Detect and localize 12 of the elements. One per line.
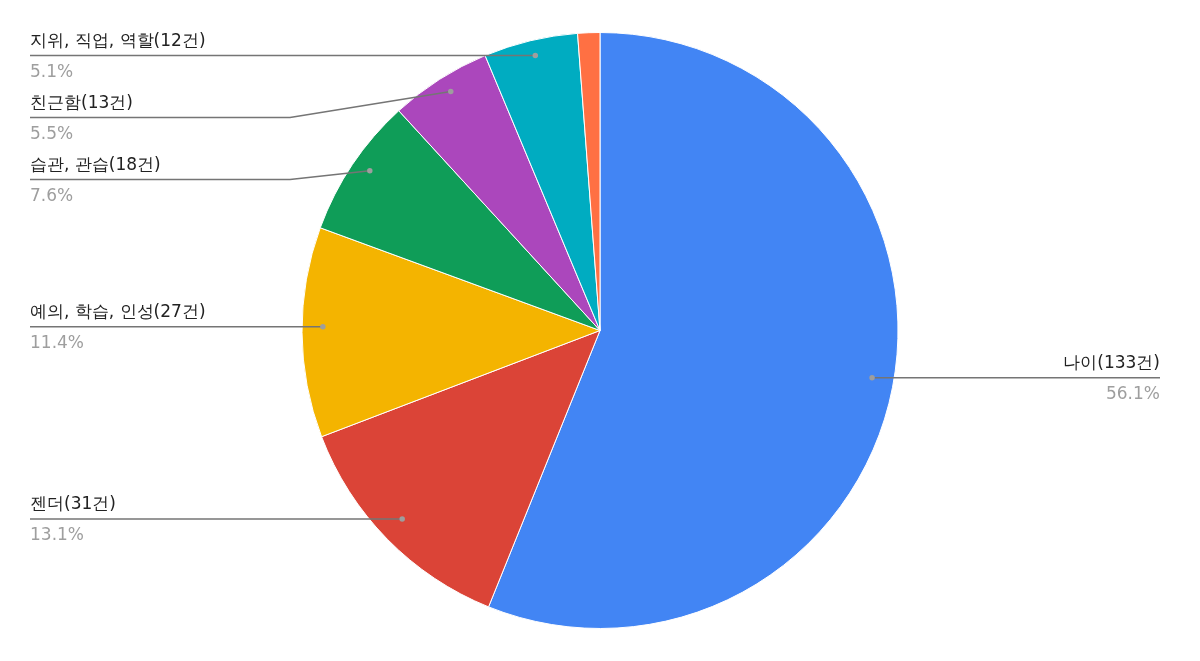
slice-label: 친근함(13건): [30, 91, 133, 112]
slice-label: 나이(133건): [1063, 351, 1160, 372]
data-label: 13.1%: [30, 524, 85, 545]
data-label: 56.1%: [1105, 382, 1160, 403]
slice-label: 젠더(31건): [30, 493, 116, 514]
slice-label: 지위, 직업, 역할(12건): [30, 29, 206, 50]
data-label: 5.5%: [30, 122, 74, 143]
data-label: 5.1%: [30, 60, 74, 81]
slice-label: 습관, 관습(18건): [30, 153, 161, 174]
slice-label: 예의, 학습, 인성(27건): [30, 300, 206, 321]
data-label: 7.6%: [30, 184, 74, 205]
data-label: 11.4%: [30, 331, 85, 352]
